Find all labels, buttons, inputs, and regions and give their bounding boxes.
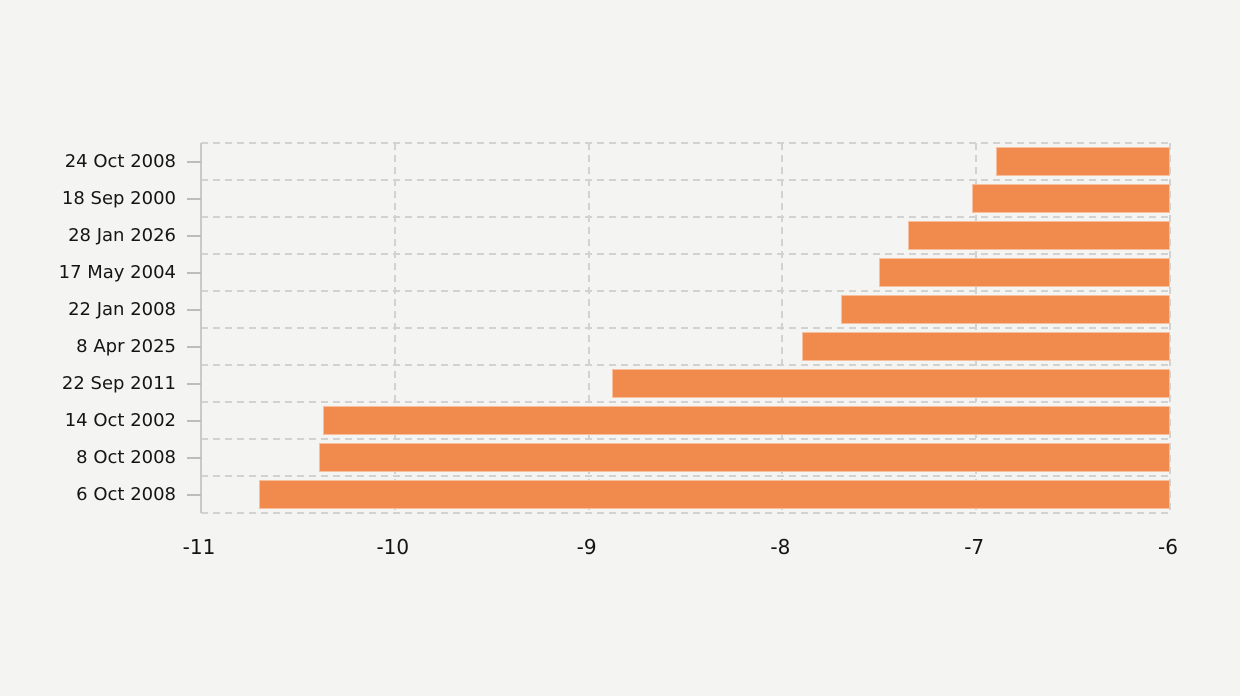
y-axis-label: 8 Apr 2025 bbox=[76, 335, 176, 357]
y-gridline bbox=[201, 401, 1170, 403]
y-axis-label: 8 Oct 2008 bbox=[76, 446, 176, 468]
y-gridline bbox=[201, 216, 1170, 218]
y-gridline bbox=[201, 290, 1170, 292]
y-axis-tick bbox=[187, 456, 201, 459]
bar[interactable] bbox=[323, 405, 1170, 436]
plot-right-border bbox=[1169, 143, 1171, 513]
bar[interactable] bbox=[319, 442, 1170, 473]
y-axis-label: 18 Sep 2000 bbox=[61, 187, 176, 209]
x-gridline bbox=[781, 143, 784, 513]
y-axis-label: 24 Oct 2008 bbox=[64, 150, 176, 172]
x-axis-tick-label: -9 bbox=[576, 535, 597, 559]
x-axis-tick-label: -7 bbox=[964, 535, 985, 559]
x-axis-tick-label: -10 bbox=[376, 535, 410, 559]
y-axis-tick bbox=[187, 382, 201, 385]
bar[interactable] bbox=[908, 220, 1170, 251]
x-gridline bbox=[393, 143, 396, 513]
y-axis-tick bbox=[187, 234, 201, 237]
y-axis-tick bbox=[187, 160, 201, 163]
y-gridline bbox=[201, 327, 1170, 329]
y-axis-tick bbox=[187, 197, 201, 200]
x-axis-tick-label: -11 bbox=[182, 535, 216, 559]
bar[interactable] bbox=[840, 294, 1170, 325]
plot-bottom-border bbox=[201, 512, 1170, 514]
bar[interactable] bbox=[801, 331, 1170, 362]
y-gridline bbox=[201, 438, 1170, 440]
bar[interactable] bbox=[611, 368, 1170, 399]
y-axis-label: 28 Jan 2026 bbox=[68, 224, 176, 246]
y-axis-tick bbox=[187, 271, 201, 274]
bar[interactable] bbox=[259, 479, 1170, 510]
x-axis-tick-label: -6 bbox=[1158, 535, 1178, 559]
y-gridline bbox=[201, 253, 1170, 255]
bar[interactable] bbox=[879, 257, 1170, 288]
y-axis-line bbox=[200, 143, 202, 513]
y-gridline bbox=[201, 364, 1170, 366]
y-axis-tick bbox=[187, 419, 201, 422]
y-axis-tick bbox=[187, 308, 201, 311]
x-gridline bbox=[975, 143, 978, 513]
y-axis-label: 22 Sep 2011 bbox=[61, 372, 176, 394]
x-gridline bbox=[587, 143, 590, 513]
y-axis-label: 17 May 2004 bbox=[58, 261, 176, 283]
y-axis-label: 6 Oct 2008 bbox=[76, 483, 176, 505]
y-axis-tick bbox=[187, 493, 201, 496]
y-axis-tick bbox=[187, 345, 201, 348]
x-axis-tick-label: -8 bbox=[770, 535, 791, 559]
y-gridline bbox=[201, 475, 1170, 477]
y-axis-label: 14 Oct 2002 bbox=[64, 409, 176, 431]
bar[interactable] bbox=[972, 183, 1170, 214]
y-gridline bbox=[201, 179, 1170, 181]
y-axis-label: 22 Jan 2008 bbox=[68, 298, 176, 320]
bar[interactable] bbox=[995, 146, 1170, 177]
plot-top-border bbox=[201, 142, 1170, 144]
